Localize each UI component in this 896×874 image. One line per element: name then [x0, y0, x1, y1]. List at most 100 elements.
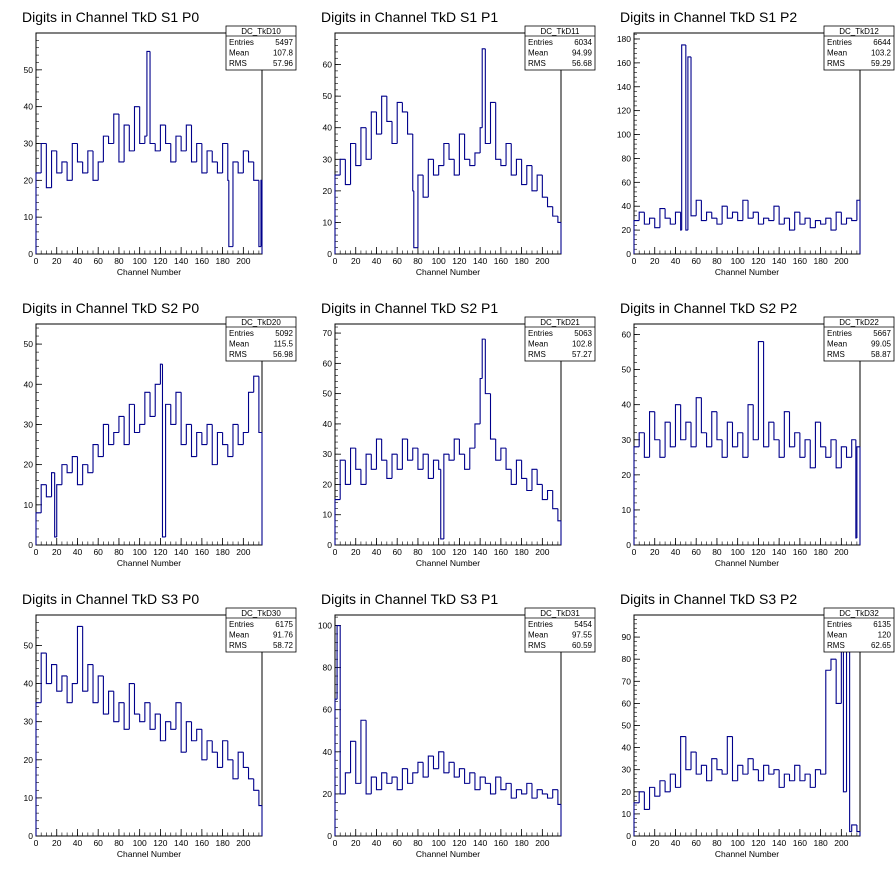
stats-value-entries: 5092 — [275, 329, 293, 338]
histogram-bin — [742, 765, 749, 775]
histogram-bin — [170, 721, 176, 730]
histogram-bin — [737, 212, 743, 222]
histogram-bin — [681, 44, 686, 231]
histogram-bin — [216, 431, 223, 465]
x-tick-label: 60 — [691, 547, 701, 557]
histogram-bin — [253, 375, 259, 393]
histogram-svg: Digits in Channel TkD S1 P0 0 10 20 30 40 50 0 2… — [22, 9, 297, 277]
histogram-bin — [763, 341, 769, 448]
histogram-bin — [536, 469, 543, 486]
histogram-bin — [165, 403, 171, 537]
x-tick-label: 40 — [73, 838, 83, 848]
plot-frame — [633, 323, 861, 546]
histogram-bin — [401, 768, 408, 790]
y-tick-label: 40 — [24, 679, 34, 689]
histogram-bin — [350, 142, 356, 185]
histogram-bin — [453, 762, 460, 778]
histogram-bin — [856, 446, 860, 538]
histogram-bin — [851, 218, 857, 222]
x-tick-label: 100 — [731, 547, 745, 557]
histogram-series — [633, 44, 861, 254]
chart-title: Digits in Channel TkD S1 P1 — [321, 9, 498, 25]
x-tick-label: 80 — [712, 256, 722, 266]
histogram-bin — [339, 459, 346, 500]
histogram-bin — [690, 422, 697, 448]
histogram-bin — [726, 421, 733, 458]
histogram-bin — [334, 174, 341, 254]
x-tick-label: 160 — [195, 838, 209, 848]
histogram-series — [633, 340, 861, 545]
histogram-bin — [40, 484, 47, 513]
histogram-bin — [484, 339, 491, 395]
x-tick-label: 0 — [333, 256, 338, 266]
x-tick-label: 180 — [515, 547, 529, 557]
x-tick-label: 200 — [834, 547, 848, 557]
stats-value-entries: 6034 — [574, 38, 592, 47]
histogram-bin — [794, 211, 800, 231]
x-tick-label: 140 — [772, 256, 786, 266]
x-tick-label: 180 — [814, 256, 828, 266]
histogram-series — [633, 636, 861, 836]
histogram-series — [334, 624, 562, 836]
x-axis-label: Channel Number — [117, 267, 181, 277]
histogram-bin — [211, 740, 218, 753]
x-axis-label: Channel Number — [715, 267, 779, 277]
stats-label-entries: Entries — [528, 620, 553, 629]
histogram-bin — [51, 150, 57, 188]
histogram-bin — [481, 48, 486, 128]
x-tick-label: 180 — [814, 547, 828, 557]
stats-label-mean: Mean — [827, 631, 847, 640]
histogram-bin — [664, 208, 671, 219]
histogram-bin — [432, 756, 439, 770]
y-tick-label: 60 — [622, 177, 632, 187]
histogram-bin — [133, 106, 140, 151]
histogram-bin — [453, 438, 460, 461]
histogram-bin — [845, 217, 852, 225]
histogram-bin — [700, 397, 707, 434]
histogram-bin — [139, 106, 145, 145]
histogram-bin — [489, 783, 496, 795]
stats-label-rms: RMS — [528, 641, 546, 650]
x-tick-label: 20 — [351, 256, 361, 266]
histogram-bin — [643, 212, 650, 225]
histogram-bin — [794, 432, 800, 447]
histogram-svg: Digits in Channel TkD S3 P2 0 10 20 30 40 50 60… — [620, 591, 895, 859]
histogram-bin — [146, 50, 151, 137]
y-tick-label: 120 — [617, 106, 631, 116]
histogram-bin — [365, 127, 372, 160]
x-tick-label: 60 — [691, 838, 701, 848]
histogram-panel-1: Digits in Channel TkD S1 P0 0 10 20 30 40 50 0 2… — [0, 0, 298, 291]
histogram-bin — [422, 453, 429, 470]
histogram-bin — [788, 774, 795, 782]
histogram-bin — [747, 758, 754, 775]
histogram-bin — [474, 423, 481, 449]
histogram-bin — [484, 777, 491, 784]
histogram-bin — [659, 208, 666, 228]
histogram-bin — [443, 751, 450, 774]
x-tick-label: 40 — [671, 256, 681, 266]
histogram-bin — [175, 702, 182, 730]
plot-frame — [334, 323, 562, 546]
y-tick-label: 0 — [28, 831, 33, 841]
x-tick-label: 20 — [650, 547, 660, 557]
histogram-bin — [336, 624, 341, 700]
x-tick-label: 40 — [372, 838, 382, 848]
histogram-bin — [206, 740, 213, 760]
histogram-panel-9: Digits in Channel TkD S3 P2 0 10 20 30 40 50 60… — [598, 582, 896, 873]
stats-box: DC_TkD30 Entries 6175 Mean 91.76 RMS 58.72 — [225, 607, 297, 653]
histogram-bin — [706, 211, 712, 221]
histogram-bin — [206, 423, 213, 445]
histogram-bin — [783, 217, 790, 225]
histogram-bin — [842, 648, 847, 793]
histogram-bin — [633, 220, 640, 254]
histogram-bin — [515, 459, 522, 485]
histogram-bin — [222, 740, 228, 768]
stats-box-frame — [524, 607, 596, 653]
histogram-bin — [788, 411, 795, 448]
x-axis-label: Channel Number — [715, 849, 779, 859]
histogram-bin — [386, 460, 393, 479]
histogram-bin — [128, 683, 135, 730]
x-tick-label: 0 — [333, 547, 338, 557]
x-tick-label: 160 — [494, 547, 508, 557]
histogram-bin — [674, 211, 681, 225]
